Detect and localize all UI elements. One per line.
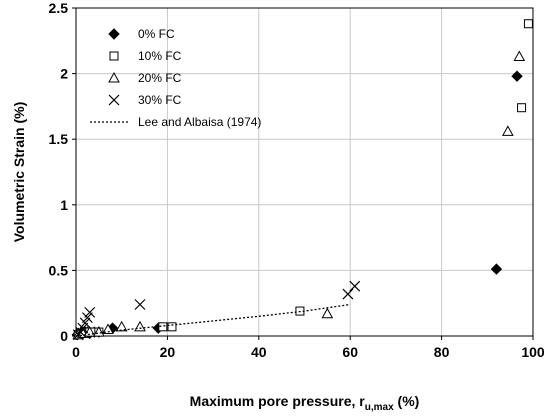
plot-area [75, 7, 534, 337]
trend-line [75, 303, 351, 337]
legend-label: 30% FC [138, 93, 182, 107]
series-3 [72, 280, 361, 341]
data-point [490, 263, 503, 275]
legend-item: 10% FC [109, 49, 182, 63]
y-tick-label: 0.5 [49, 262, 69, 278]
grid [76, 8, 533, 336]
legend: 0% FC 10% FC 20% FC 30% FC Lee and Albaisa (… [90, 27, 261, 129]
data-point [79, 317, 91, 329]
data-point [342, 288, 354, 300]
data-point [321, 307, 334, 319]
data-point [523, 19, 533, 29]
legend-symbol [108, 94, 120, 106]
data-point [517, 103, 527, 113]
y-tick-label: 1.5 [49, 131, 69, 147]
y-axis-title: Volumetric Strain (%) [11, 102, 27, 243]
x-axis-title: Maximum pore pressure, ru,max (%) [190, 393, 420, 413]
data-point [134, 299, 146, 310]
y-tick-label: 0 [60, 328, 68, 344]
data-point [158, 322, 168, 332]
legend-label: 0% FC [138, 27, 175, 41]
x-tick-label: 100 [521, 344, 545, 360]
data-point [134, 320, 146, 332]
series-layer [71, 19, 533, 341]
y-tick-label: 2.5 [49, 0, 69, 16]
legend-symbol [108, 28, 120, 40]
y-tick-label: 2 [60, 66, 68, 82]
data-point [167, 322, 177, 332]
legend-symbol [109, 51, 119, 61]
data-point [84, 306, 96, 318]
y-tick-label: 1 [60, 197, 68, 213]
legend-label: 20% FC [138, 71, 182, 85]
x-tick-label: 60 [342, 344, 358, 360]
legend-item: 20% FC [108, 71, 182, 85]
legend-symbol [108, 71, 120, 83]
x-tick-label: 40 [251, 344, 267, 360]
data-point [102, 323, 114, 334]
data-point [77, 322, 89, 334]
legend-label: 10% FC [138, 49, 182, 63]
x-axis-title-main: Maximum pore pressure, r [190, 393, 366, 409]
x-axis-title-subscript: u,max [365, 402, 394, 413]
x-tick-label: 80 [434, 344, 450, 360]
y-axis-ticks: 0 0.5 1 1.5 2 2.5 [49, 0, 76, 344]
x-tick-label: 20 [160, 344, 176, 360]
data-point [513, 50, 526, 62]
legend-item: 30% FC [108, 93, 182, 107]
data-point [502, 125, 514, 136]
x-axis-ticks: 0 20 40 60 80 100 [72, 336, 545, 360]
legend-item: Lee and Albaisa (1974) [90, 115, 261, 129]
series-1 [73, 19, 533, 340]
data-point [115, 320, 128, 332]
data-point [82, 312, 93, 324]
x-axis-title-suffix: (%) [394, 393, 420, 409]
x-tick-label: 0 [72, 344, 80, 360]
data-point [511, 70, 523, 82]
legend-label: Lee and Albaisa (1974) [138, 115, 261, 129]
data-point [349, 280, 361, 292]
series-0 [71, 70, 523, 341]
series-4 [75, 303, 351, 337]
legend-item: 0% FC [108, 27, 175, 41]
